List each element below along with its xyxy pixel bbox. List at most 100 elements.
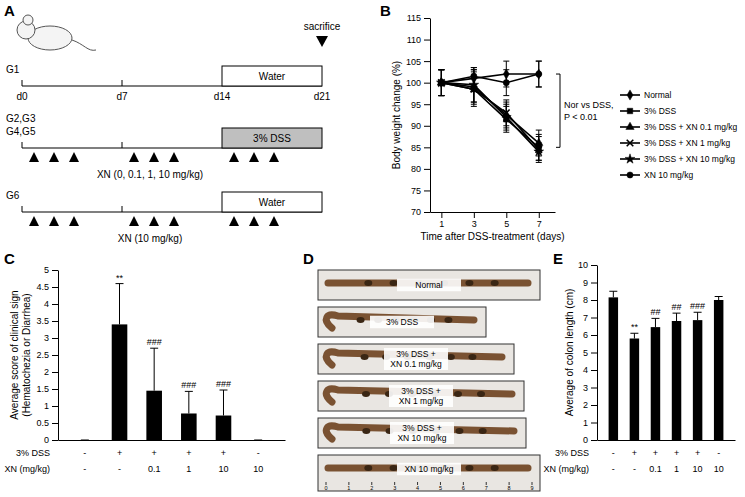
tick-mark	[424, 212, 430, 213]
plot-area	[436, 61, 543, 162]
error-bar-cap	[471, 67, 477, 68]
row-value: -	[717, 448, 720, 458]
error-bar-cap	[438, 95, 444, 96]
group-label: G4,G5	[6, 126, 36, 137]
tick: 2	[583, 400, 597, 410]
tick: 90	[411, 121, 430, 131]
row-value: -	[118, 464, 121, 474]
tick-mark	[424, 83, 430, 84]
tick-mark	[52, 287, 58, 288]
bar	[651, 327, 660, 440]
colon	[326, 315, 474, 328]
ruler-label: 2	[370, 485, 373, 491]
group-label: G6	[6, 190, 20, 201]
treatment-box	[222, 66, 322, 86]
row-value: 10	[693, 464, 703, 474]
row-label: XN (mg/kg)	[543, 464, 589, 474]
tick: 2	[44, 367, 58, 377]
group-label: G1	[6, 64, 20, 75]
dosing-marker	[249, 216, 259, 226]
ruler-label: 6	[462, 485, 465, 491]
tick: 1	[583, 418, 597, 428]
annotation: **	[631, 322, 639, 332]
colon-content	[390, 465, 398, 471]
tick-label: 10	[578, 260, 588, 270]
error-bar-cap	[81, 440, 89, 441]
tick-mark	[52, 338, 58, 339]
series-line	[441, 83, 538, 150]
chart: B1357707580859095100105110115Time after …	[380, 2, 738, 242]
tick-mark	[424, 40, 430, 41]
error-bar	[471, 68, 477, 102]
tick-mark	[52, 270, 58, 271]
tick-label: 3	[583, 383, 588, 393]
photo-label: 3% DSS	[386, 317, 418, 327]
colon-content	[477, 391, 485, 397]
error-bar-cap	[254, 440, 262, 441]
tick-label: 5	[44, 265, 49, 275]
photo: 3% DSS	[318, 307, 486, 337]
tick: 3	[44, 333, 58, 343]
tick-label: 70	[411, 207, 421, 217]
tick: 4	[44, 299, 58, 309]
row-value: -	[612, 448, 615, 458]
tick-mark	[52, 423, 58, 424]
error-bar-cap	[438, 95, 444, 96]
row-value: -	[257, 448, 260, 458]
annotation: **	[116, 273, 124, 283]
colon-content	[454, 391, 462, 397]
label-box	[390, 422, 454, 444]
tick-label: 95	[411, 100, 421, 110]
tick-label: 0.5	[36, 418, 49, 428]
error-bar	[438, 70, 444, 96]
tick-label: 0	[44, 435, 49, 445]
sacrifice-marker	[316, 36, 328, 47]
tick-mark	[424, 18, 430, 19]
error-bar-cap	[536, 143, 542, 144]
photo-label: Normal	[415, 280, 443, 290]
error-bar-cap	[536, 130, 542, 131]
colon-content	[447, 354, 455, 360]
tick: 4	[583, 365, 597, 375]
error-bar-cap	[471, 106, 477, 107]
tick: 7	[537, 212, 542, 229]
photo-frame	[318, 455, 540, 491]
error-bar	[536, 61, 542, 87]
dosing-marker	[229, 216, 239, 226]
row-value: -	[83, 448, 86, 458]
legend-marker	[627, 140, 634, 147]
dosing-marker	[49, 216, 59, 226]
bar	[630, 339, 639, 441]
plot-area	[609, 291, 724, 440]
error-bar-cap	[438, 95, 444, 96]
tick-label: 75	[411, 186, 421, 196]
dosing-marker	[169, 216, 179, 226]
figure: AsacrificeG1Waterd0d7d14d21G2,G3G4,G53% …	[0, 0, 745, 497]
tick-mark	[591, 370, 597, 371]
axis-line	[597, 266, 598, 441]
tick-label: 1	[44, 401, 49, 411]
tick-mark	[424, 126, 430, 127]
tick: 75	[411, 186, 430, 196]
dosing-marker	[249, 152, 259, 162]
tick: 1	[439, 212, 444, 229]
error-bar-cap	[536, 61, 542, 62]
ruler-label: 3	[393, 485, 396, 491]
marker	[501, 112, 511, 121]
error-bar-cap	[438, 69, 444, 70]
tick: 0.5	[36, 418, 58, 428]
error-bar-cap	[503, 61, 509, 62]
error-bar-stem	[119, 284, 120, 325]
error-bar-cap	[471, 67, 477, 68]
tick: 7	[583, 313, 597, 323]
box-label: Water	[259, 197, 286, 208]
tick: 3	[472, 212, 477, 229]
tick: 85	[411, 143, 430, 153]
row-label: XN (mg/kg)	[4, 464, 50, 474]
error-bar	[630, 333, 638, 338]
axis	[59, 440, 286, 442]
row-value: -	[633, 464, 636, 474]
error-bar-cap	[503, 104, 509, 105]
tick-label: 110	[407, 35, 421, 45]
error-bar-stem	[676, 313, 677, 321]
